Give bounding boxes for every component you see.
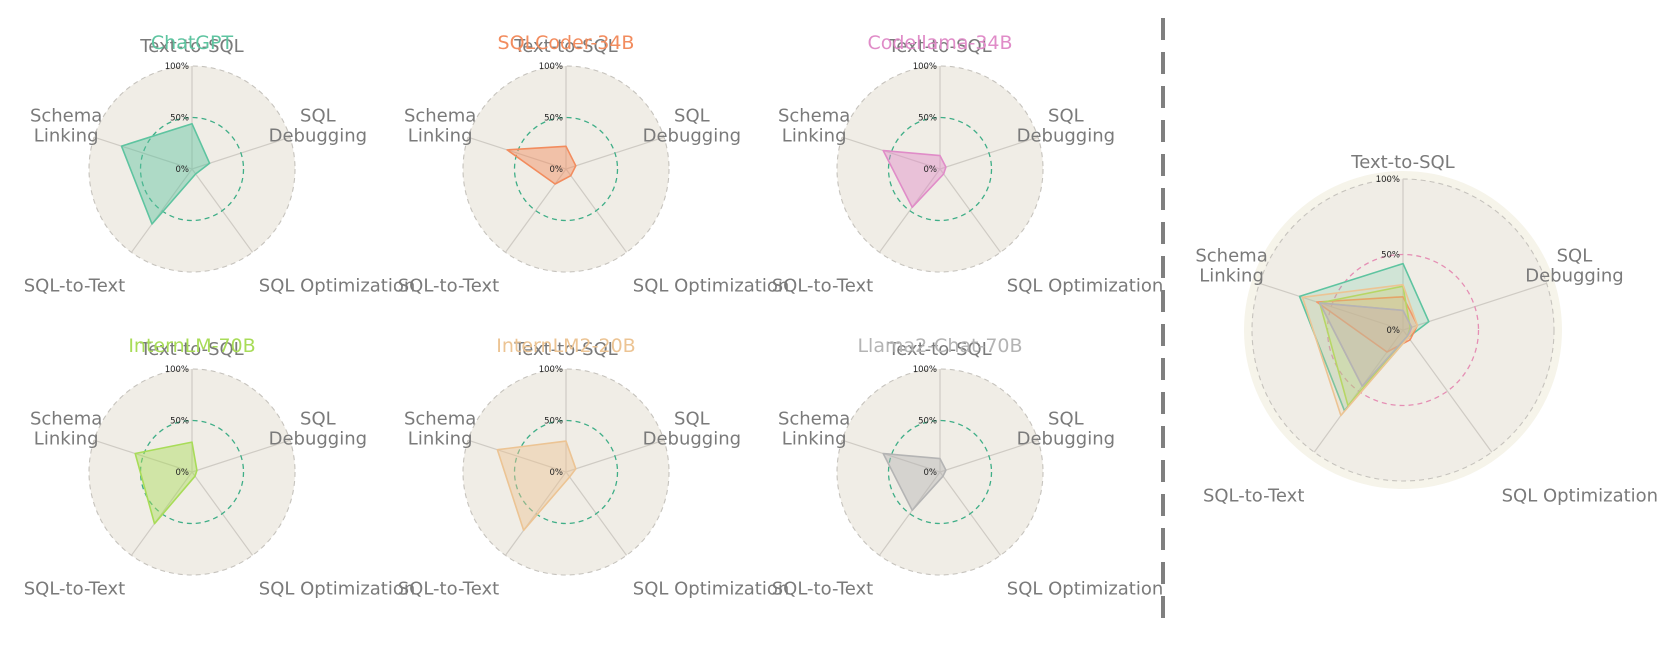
axis-label-sql-debugging: SQL Debugging	[643, 106, 741, 147]
axis-label-sql-optimization: SQL Optimization	[259, 275, 416, 296]
series-sqlcoder-34b	[506, 145, 577, 185]
series-internlm2-20b	[496, 440, 577, 532]
axis-label-sql-debugging: SQL Debugging	[1525, 246, 1623, 287]
radial-tick-label: 50%	[918, 417, 937, 427]
reference-ring-50	[513, 419, 619, 525]
panel-title: InternLM-70B	[128, 335, 255, 357]
axis-label-sql-to-text: SQL-to-Text	[24, 275, 125, 296]
spoke-line	[878, 471, 941, 556]
radial-tick-label: 100%	[913, 62, 937, 72]
spoke-line	[130, 471, 193, 556]
axis-label-sql-debugging: SQL Debugging	[1017, 106, 1115, 147]
axis-label-schema-linking: Schema Linking	[1195, 246, 1267, 287]
radial-tick-label: 0%	[176, 468, 190, 478]
axis-label-sql-optimization: SQL Optimization	[633, 275, 790, 296]
axis-label-schema-linking: Schema Linking	[30, 106, 102, 147]
radial-tick-label: 100%	[539, 62, 563, 72]
reference-ring-50	[887, 419, 993, 525]
radial-tick-label: 100%	[165, 62, 189, 72]
spoke-line	[504, 471, 567, 556]
axis-label-sql-debugging: SQL Debugging	[1017, 409, 1115, 450]
axis-label-schema-linking: Schema Linking	[404, 409, 476, 450]
spoke-line	[1259, 282, 1404, 331]
panel-title: ChatGPT	[151, 32, 234, 54]
series-llama2-chat-70b	[882, 452, 947, 512]
axis-label-sql-to-text: SQL-to-Text	[24, 578, 125, 599]
radar-panel-sqlcoder-34b: 0% 50% 100% Text-to-SQL SQL Debugging SQL Opti…	[398, 32, 790, 296]
axis-label-sql-debugging: SQL Debugging	[643, 409, 741, 450]
spoke-line	[93, 136, 193, 170]
radial-tick-label: 50%	[170, 417, 189, 427]
panel-title: SQLCoder-34B	[498, 32, 635, 54]
reference-ring-50	[139, 116, 245, 222]
axis-label-text-to-sql: Text-to-SQL	[139, 36, 243, 57]
spoke-line	[93, 439, 193, 473]
axis-label-sql-optimization: SQL Optimization	[259, 578, 416, 599]
radar-panel-combined: 0% 50% 100% Text-to-SQL SQL Debugging SQL Opti…	[1195, 152, 1658, 506]
axis-label-schema-linking: Schema Linking	[404, 106, 476, 147]
axis-label-sql-optimization: SQL Optimization	[1502, 485, 1659, 506]
radial-tick-label: 0%	[550, 468, 564, 478]
axis-label-sql-optimization: SQL Optimization	[1007, 275, 1164, 296]
axis-label-text-to-sql: Text-to-SQL	[513, 339, 617, 360]
radial-tick-label: 50%	[170, 114, 189, 124]
spoke-line	[841, 439, 941, 473]
radial-tick-label: 50%	[1381, 251, 1400, 261]
radial-tick-label: 0%	[1387, 326, 1401, 336]
axis-label-sql-to-text: SQL-to-Text	[398, 275, 499, 296]
axis-label-sql-debugging: SQL Debugging	[269, 409, 367, 450]
radial-tick-label: 0%	[176, 165, 190, 175]
axis-label-text-to-sql: Text-to-SQL	[887, 339, 991, 360]
series-chatgpt	[120, 122, 211, 225]
radar-panel-codellama-34b: 0% 50% 100% Text-to-SQL SQL Debugging SQL Opti…	[772, 32, 1164, 296]
axis-label-sql-optimization: SQL Optimization	[633, 578, 790, 599]
axis-label-sql-to-text: SQL-to-Text	[1203, 485, 1304, 506]
radial-tick-label: 100%	[913, 365, 937, 375]
radial-tick-label: 100%	[539, 365, 563, 375]
radar-panel-internlm2-20b: 0% 50% 100% Text-to-SQL SQL Debugging SQL Opti…	[398, 335, 790, 599]
axis-label-text-to-sql: Text-to-SQL	[887, 36, 991, 57]
spoke-line	[1402, 329, 1493, 453]
axis-label-sql-to-text: SQL-to-Text	[772, 578, 873, 599]
radial-tick-label: 50%	[918, 114, 937, 124]
axis-label-schema-linking: Schema Linking	[778, 409, 850, 450]
radial-tick-label: 50%	[544, 417, 563, 427]
radar-panel-chatgpt: 0% 50% 100% Text-to-SQL SQL Debugging SQL Opti…	[24, 32, 416, 296]
axis-label-text-to-sql: Text-to-SQL	[1350, 152, 1454, 173]
panel-title: Codellama-34B	[867, 32, 1012, 54]
radial-tick-label: 0%	[550, 165, 564, 175]
radial-tick-label: 100%	[1376, 175, 1400, 185]
spoke-line	[467, 136, 567, 170]
axis-label-sql-debugging: SQL Debugging	[269, 106, 367, 147]
radial-tick-label: 100%	[165, 365, 189, 375]
axis-label-text-to-sql: Text-to-SQL	[513, 36, 617, 57]
reference-ring-50	[513, 116, 619, 222]
panel-title: Llama2-Chat-70B	[857, 335, 1022, 357]
axis-label-schema-linking: Schema Linking	[778, 106, 850, 147]
series-llama2-chat-70b	[1318, 302, 1413, 388]
series-codellama-34b	[882, 149, 947, 209]
reference-ring-50	[887, 116, 993, 222]
radial-tick-label: 0%	[924, 468, 938, 478]
axis-label-sql-to-text: SQL-to-Text	[772, 275, 873, 296]
radar-panel-llama2-chat-70b: 0% 50% 100% Text-to-SQL SQL Debugging SQL Opti…	[772, 335, 1164, 599]
series-internlm2-20b	[1301, 283, 1419, 417]
radial-tick-label: 50%	[544, 114, 563, 124]
series-internlm-70b	[134, 441, 198, 525]
axis-label-text-to-sql: Text-to-SQL	[139, 339, 243, 360]
spoke-line	[841, 136, 941, 170]
radar-panel-internlm-70b: 0% 50% 100% Text-to-SQL SQL Debugging SQL Opti…	[24, 335, 416, 599]
axis-label-sql-to-text: SQL-to-Text	[398, 578, 499, 599]
axis-label-schema-linking: Schema Linking	[30, 409, 102, 450]
axis-label-sql-optimization: SQL Optimization	[1007, 578, 1164, 599]
spoke-line	[130, 168, 193, 253]
radial-tick-label: 0%	[924, 165, 938, 175]
panel-title: InternLM2-20B	[496, 335, 635, 357]
spoke-line	[878, 168, 941, 253]
spoke-line	[467, 439, 567, 473]
reference-ring-50	[139, 419, 245, 525]
